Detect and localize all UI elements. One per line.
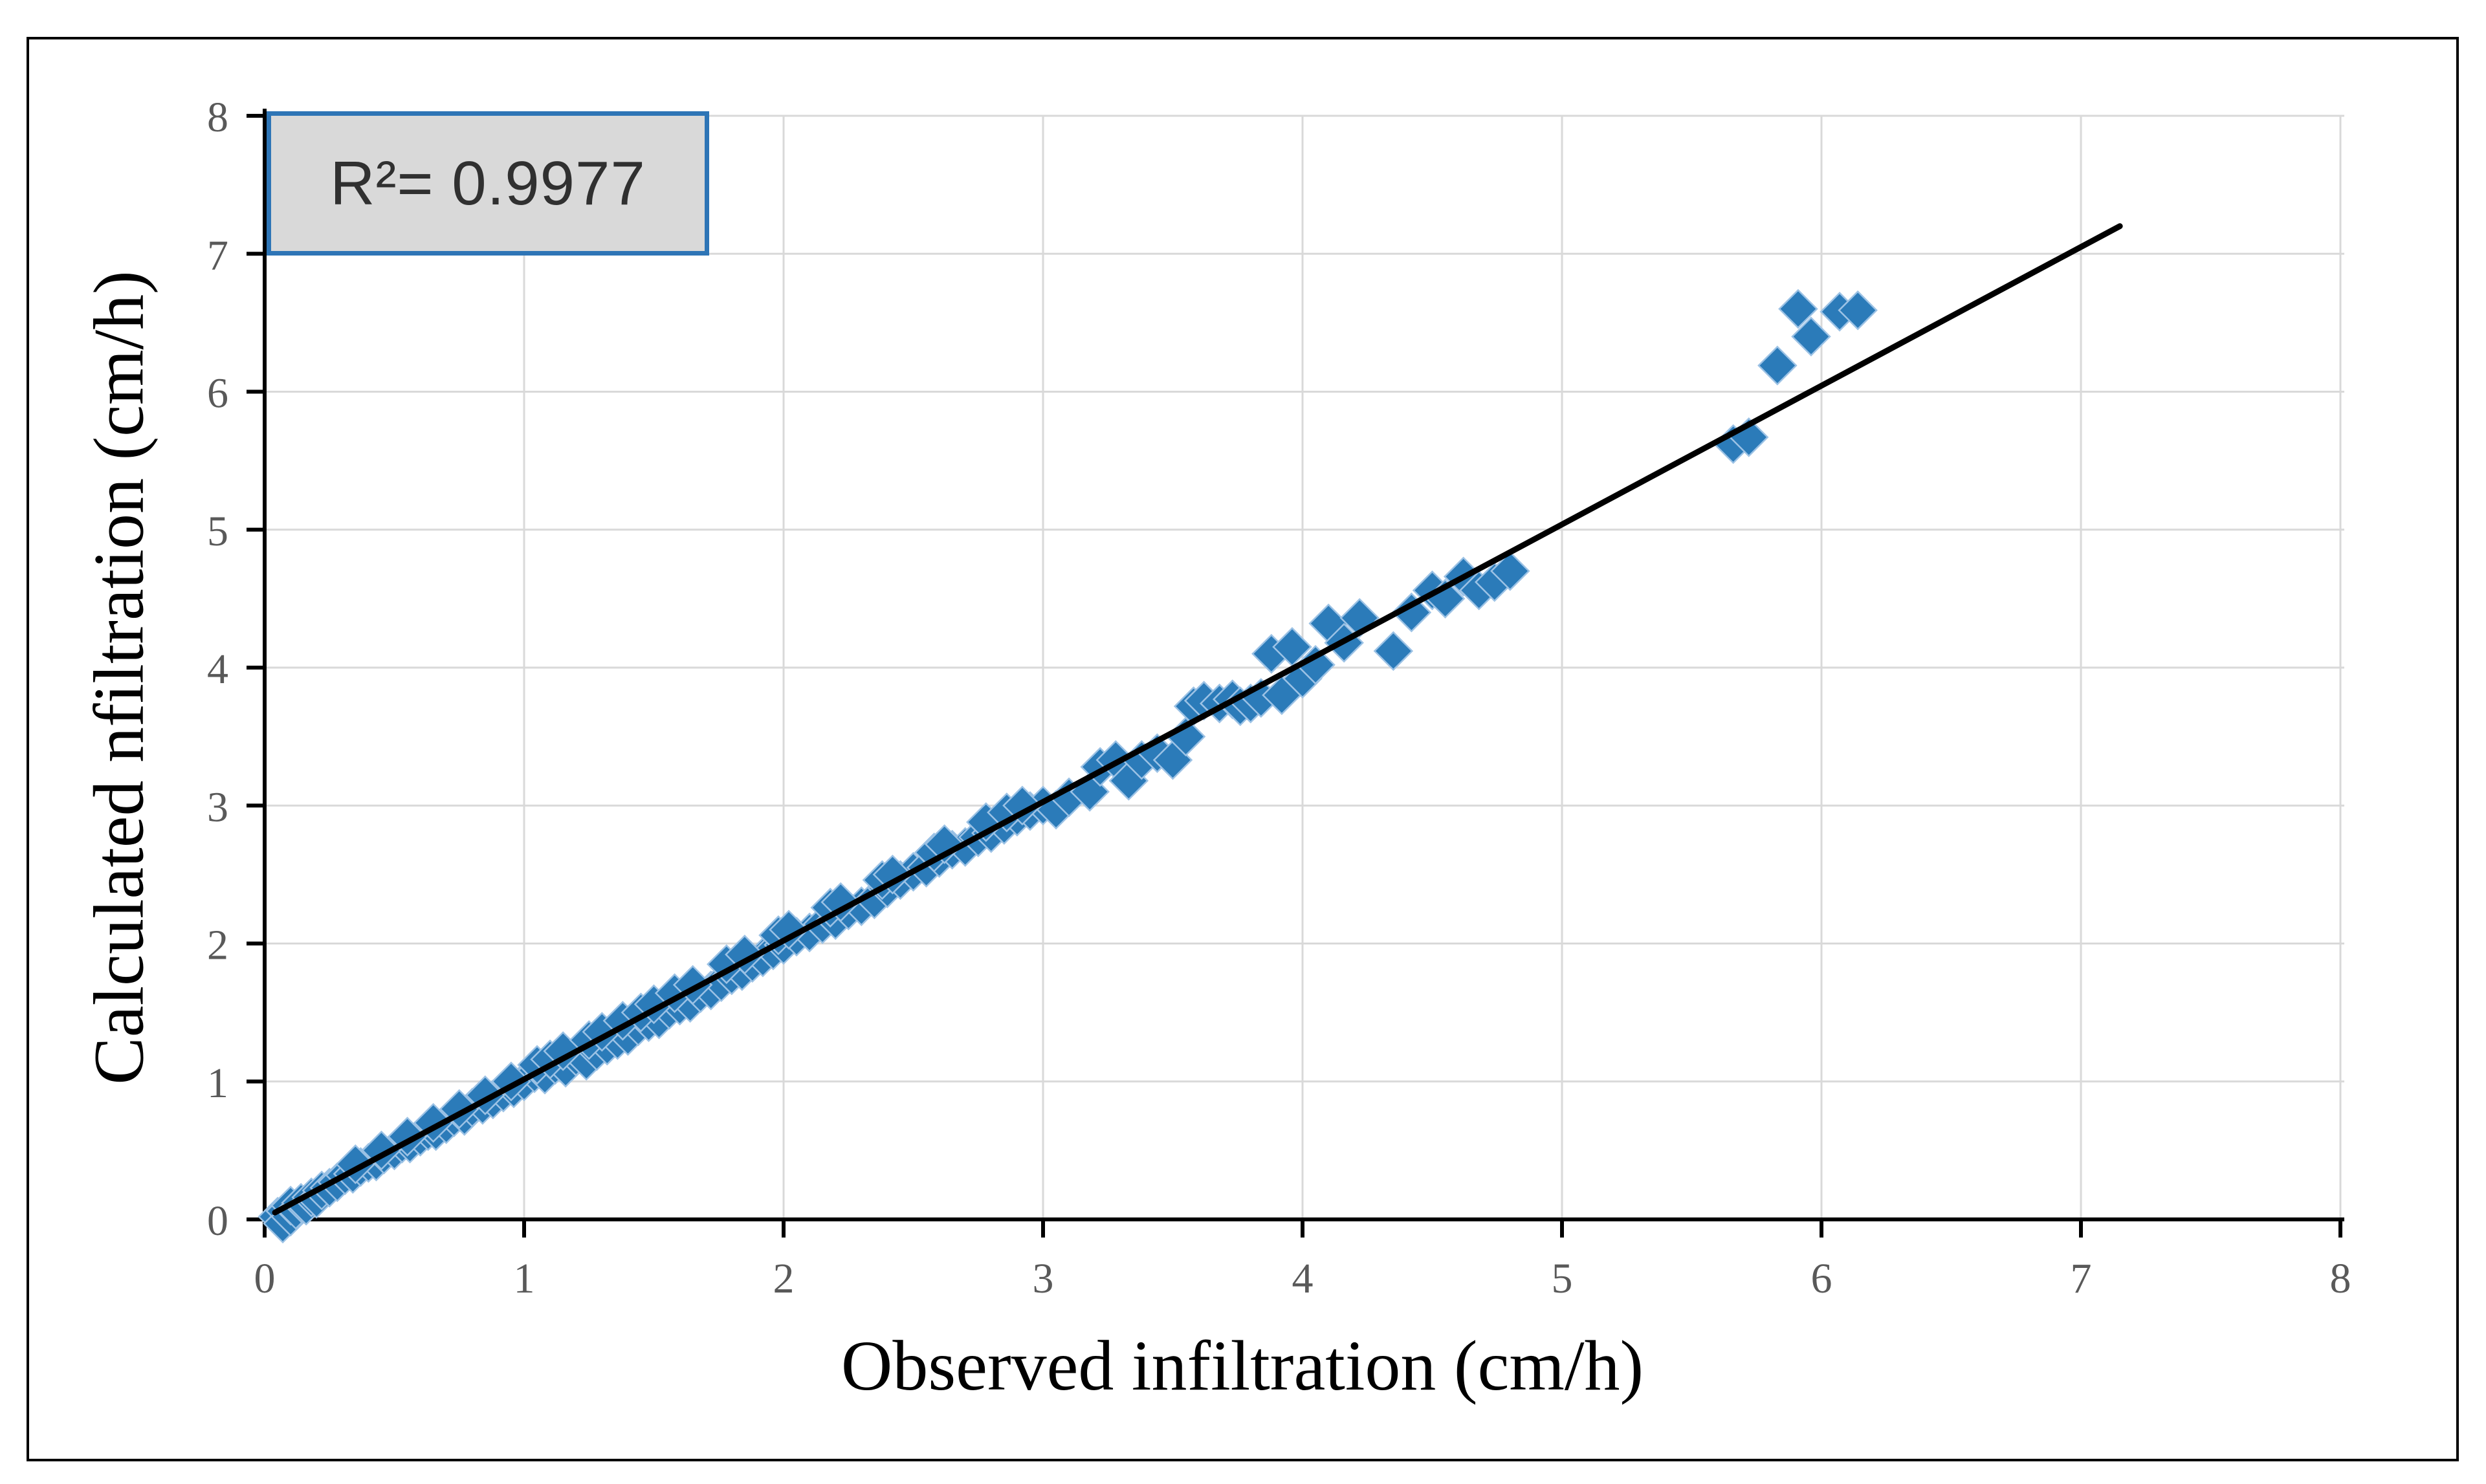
y-axis-title: Calculated nfiltration (cm/h) [79,270,159,1085]
x-axis-title: Observed infiltration (cm/h) [841,1326,1644,1405]
scatter-point [820,882,861,922]
r2-annotation-box: R²= 0.9977 [267,111,709,256]
scatter-point [1757,345,1798,386]
y-tick-label: 3 [207,783,228,831]
r2-label: R²= 0.9977 [330,148,646,218]
scatter-point [1778,289,1818,329]
scatter-point [1791,316,1831,356]
y-tick-label: 2 [207,922,228,969]
scatter-point [1295,644,1336,685]
tick-labels: 0 1 2 3 4 5 6 7 8 0 1 2 3 4 5 6 7 8 [207,94,2351,1302]
y-tick-label: 6 [207,370,228,417]
x-tick-label: 7 [2071,1255,2092,1302]
y-tick-label: 0 [207,1197,228,1245]
x-tick-label: 8 [2330,1255,2351,1302]
scatter-point [769,910,809,950]
scatter-point [924,824,965,864]
x-tick-label: 1 [514,1255,535,1302]
x-tick-label: 2 [773,1255,795,1302]
scatter-point [1490,551,1530,591]
scatter-point [1838,290,1878,331]
y-tick-label: 7 [207,232,228,279]
x-tick-label: 5 [1552,1255,1573,1302]
figure-border [27,37,2459,1461]
y-tick-label: 1 [207,1060,228,1107]
x-tick-label: 6 [1811,1255,1832,1302]
trendline [272,223,2123,1216]
x-tick-label: 4 [1292,1255,1314,1302]
x-tick-label: 0 [254,1255,276,1302]
axis-ticks [247,114,2342,1238]
scatter-point [872,855,913,895]
trendline [272,223,2123,1216]
y-tick-label: 8 [207,94,228,141]
y-tick-label: 5 [207,508,228,555]
y-tick-label: 4 [207,646,228,693]
scatter-point [1373,631,1414,671]
data-points [258,289,1878,1244]
x-tick-label: 3 [1033,1255,1054,1302]
